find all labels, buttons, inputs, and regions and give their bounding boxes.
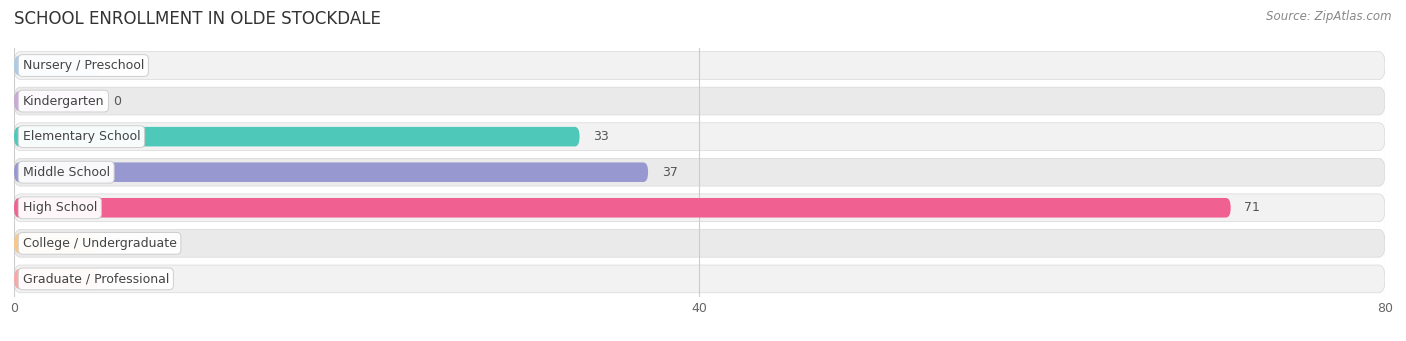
FancyBboxPatch shape (14, 158, 1385, 186)
FancyBboxPatch shape (14, 91, 100, 111)
FancyBboxPatch shape (14, 123, 1385, 150)
Text: 0: 0 (114, 237, 121, 250)
FancyBboxPatch shape (14, 234, 100, 253)
FancyBboxPatch shape (14, 127, 579, 146)
FancyBboxPatch shape (14, 51, 1385, 79)
Text: College / Undergraduate: College / Undergraduate (22, 237, 177, 250)
Text: Nursery / Preschool: Nursery / Preschool (22, 59, 143, 72)
FancyBboxPatch shape (14, 56, 100, 75)
Text: 71: 71 (1244, 201, 1260, 214)
FancyBboxPatch shape (14, 162, 648, 182)
FancyBboxPatch shape (14, 194, 1385, 222)
Text: Middle School: Middle School (22, 166, 110, 179)
FancyBboxPatch shape (14, 269, 100, 289)
Text: 37: 37 (662, 166, 678, 179)
FancyBboxPatch shape (14, 265, 1385, 293)
Text: 0: 0 (114, 59, 121, 72)
Text: 0: 0 (114, 272, 121, 285)
FancyBboxPatch shape (14, 198, 1230, 218)
Text: SCHOOL ENROLLMENT IN OLDE STOCKDALE: SCHOOL ENROLLMENT IN OLDE STOCKDALE (14, 10, 381, 28)
Text: 0: 0 (114, 94, 121, 107)
Text: Kindergarten: Kindergarten (22, 94, 104, 107)
FancyBboxPatch shape (14, 229, 1385, 257)
Text: High School: High School (22, 201, 97, 214)
Text: Graduate / Professional: Graduate / Professional (22, 272, 169, 285)
Text: Elementary School: Elementary School (22, 130, 141, 143)
FancyBboxPatch shape (14, 87, 1385, 115)
Text: 33: 33 (593, 130, 609, 143)
Text: Source: ZipAtlas.com: Source: ZipAtlas.com (1267, 10, 1392, 23)
